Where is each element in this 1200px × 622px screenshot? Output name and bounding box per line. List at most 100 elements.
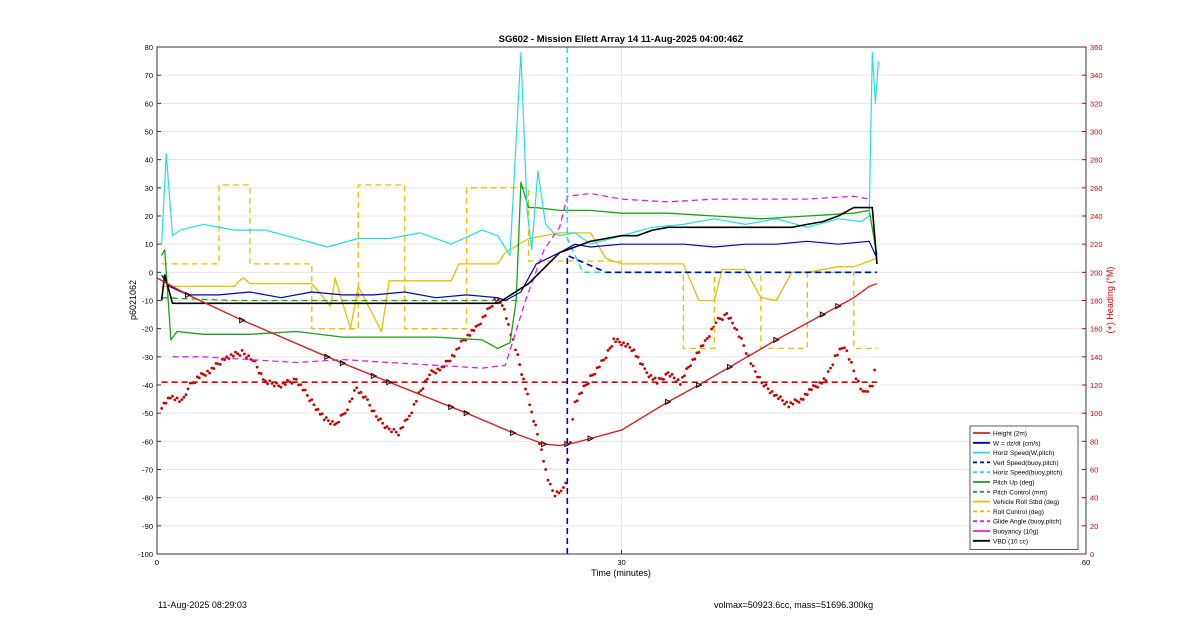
heading-point bbox=[245, 356, 248, 360]
heading-point bbox=[595, 366, 599, 370]
heading-point bbox=[618, 340, 621, 344]
heading-point bbox=[164, 401, 168, 405]
heading-point bbox=[160, 406, 164, 410]
y-tick-label: -90 bbox=[142, 522, 153, 531]
heading-point bbox=[249, 357, 253, 361]
height-marker bbox=[463, 409, 471, 417]
heading-point bbox=[464, 338, 468, 342]
heading-point bbox=[740, 336, 743, 340]
x-tick-label: 30 bbox=[617, 558, 625, 567]
heading-point bbox=[470, 328, 474, 332]
heading-point bbox=[399, 426, 403, 430]
heading-point bbox=[710, 327, 714, 331]
heading-point bbox=[236, 352, 240, 356]
heading-point bbox=[735, 328, 739, 332]
heading-point bbox=[387, 427, 391, 431]
heading-point bbox=[394, 430, 398, 434]
y-tick-label: -60 bbox=[142, 437, 153, 446]
heading-point bbox=[204, 374, 207, 377]
height-marker bbox=[835, 302, 842, 310]
heading-point bbox=[766, 387, 770, 391]
heading-point bbox=[873, 368, 877, 372]
heading-point bbox=[383, 426, 387, 430]
heading-point bbox=[381, 421, 385, 425]
y-tick-label: -100 bbox=[138, 550, 153, 559]
heading-point bbox=[385, 425, 389, 429]
heading-point bbox=[343, 411, 347, 415]
series-layer bbox=[156, 47, 880, 554]
height-marker bbox=[695, 381, 703, 389]
heading-point bbox=[697, 350, 701, 354]
heading-point bbox=[335, 421, 339, 425]
heading-point bbox=[370, 409, 374, 413]
heading-point bbox=[770, 389, 774, 393]
heading-point bbox=[791, 402, 795, 406]
heading-point bbox=[805, 393, 809, 396]
heading-point bbox=[214, 361, 218, 365]
heading-point bbox=[584, 383, 588, 387]
heading-point bbox=[268, 379, 272, 383]
heading-point bbox=[242, 352, 246, 356]
heading-point bbox=[432, 370, 436, 374]
heading-point bbox=[303, 388, 307, 392]
heading-point bbox=[234, 350, 237, 354]
heading-point bbox=[195, 375, 199, 379]
legend-label-rollc: Roll Control (deg) bbox=[993, 509, 1044, 516]
heading-point bbox=[636, 355, 640, 359]
series-rollv bbox=[161, 232, 878, 333]
heading-point bbox=[850, 360, 853, 364]
heading-point bbox=[286, 378, 289, 382]
heading-point bbox=[643, 367, 647, 371]
heading-point bbox=[279, 385, 283, 389]
heading-point bbox=[714, 321, 718, 325]
heading-point bbox=[701, 344, 705, 347]
heading-point bbox=[223, 358, 226, 362]
heading-point bbox=[261, 378, 265, 381]
heading-point bbox=[729, 316, 733, 320]
heading-point bbox=[868, 384, 872, 388]
heading-point bbox=[339, 414, 343, 417]
heading-point bbox=[275, 381, 278, 385]
heading-point bbox=[333, 423, 336, 427]
heading-point bbox=[438, 368, 442, 372]
heading-point bbox=[532, 419, 536, 423]
heading-point bbox=[602, 358, 606, 362]
heading-point bbox=[197, 376, 201, 380]
y-tick-label: 70 bbox=[145, 71, 153, 80]
heading-point bbox=[329, 422, 332, 426]
heading-point bbox=[218, 362, 222, 366]
heading-point bbox=[410, 411, 414, 415]
heading-point bbox=[348, 400, 352, 403]
heading-point bbox=[436, 367, 440, 371]
heading-point bbox=[674, 380, 678, 384]
heading-point bbox=[655, 381, 659, 385]
heading-point bbox=[259, 372, 263, 375]
heading-point bbox=[703, 339, 707, 342]
heading-point bbox=[299, 383, 303, 387]
heading-point bbox=[444, 359, 448, 363]
y-tick-label: 0 bbox=[149, 268, 153, 277]
y-tick-label: -80 bbox=[142, 494, 153, 503]
heading-point bbox=[762, 384, 766, 388]
heading-point bbox=[683, 374, 686, 378]
heading-point bbox=[593, 372, 597, 376]
heading-point bbox=[357, 391, 361, 395]
heading-point bbox=[573, 400, 577, 404]
legend-label-horiz: Horiz Speed(W,pitch) bbox=[993, 450, 1054, 457]
heading-point bbox=[744, 352, 748, 355]
heading-point bbox=[310, 398, 314, 402]
heading-point bbox=[229, 353, 233, 356]
heading-point bbox=[822, 377, 826, 380]
y2-tick-label: 100 bbox=[1090, 409, 1103, 418]
heading-point bbox=[546, 478, 550, 482]
heading-point bbox=[600, 359, 603, 363]
height-marker bbox=[819, 311, 827, 318]
right-axis: 0 20 40 60 80 100 120 140 160 180 200 220 240 260 280 3… bbox=[1082, 43, 1103, 559]
heading-point bbox=[624, 344, 628, 348]
heading-point bbox=[764, 383, 768, 387]
heading-point bbox=[676, 378, 680, 382]
heading-point bbox=[840, 346, 844, 350]
heading-point bbox=[476, 323, 480, 327]
series-height bbox=[156, 277, 878, 447]
heading-point bbox=[852, 369, 856, 373]
